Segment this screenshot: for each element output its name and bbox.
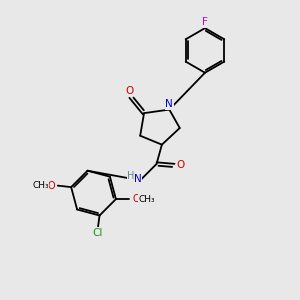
Text: Cl: Cl <box>93 228 103 238</box>
Text: H: H <box>127 172 134 182</box>
Text: F: F <box>202 17 208 27</box>
Text: N: N <box>134 174 142 184</box>
Text: CH₃: CH₃ <box>32 181 49 190</box>
Text: N: N <box>165 99 173 109</box>
Text: O: O <box>176 160 184 170</box>
Text: O: O <box>47 181 55 190</box>
Text: O: O <box>125 86 133 96</box>
Text: O: O <box>132 194 140 204</box>
Text: CH₃: CH₃ <box>138 195 155 204</box>
